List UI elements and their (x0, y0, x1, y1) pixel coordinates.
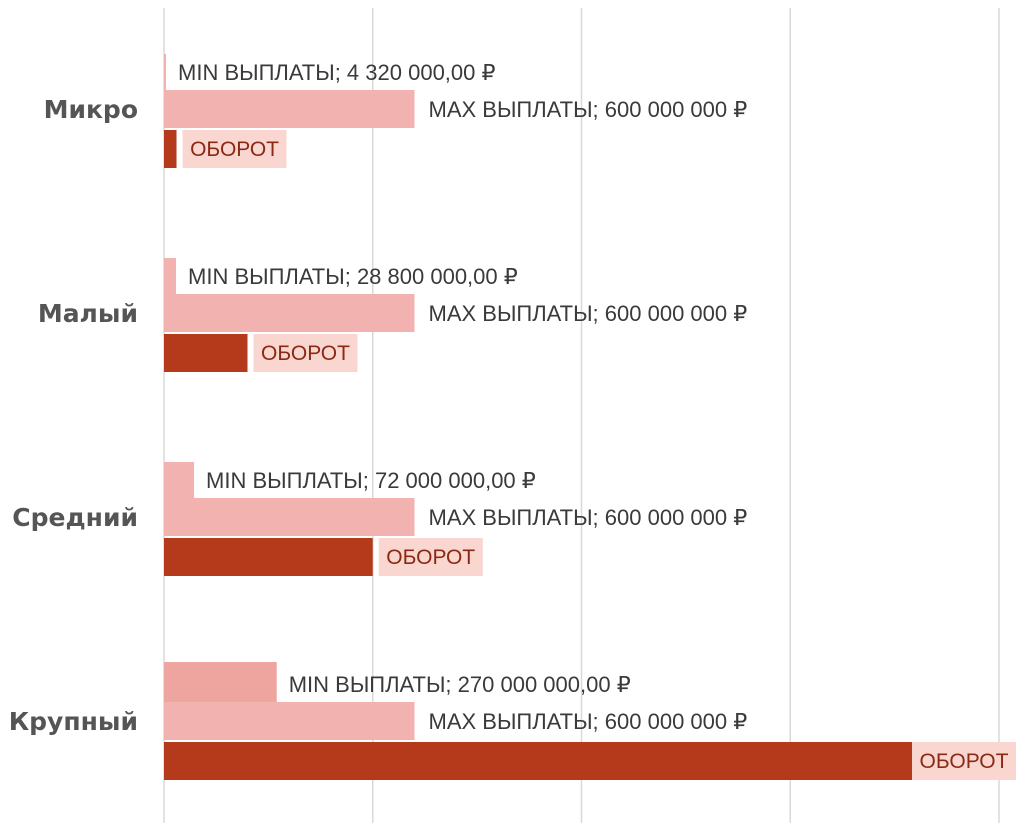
bar-min-3 (164, 662, 277, 702)
labels: Микро MIN ВЫПЛАТЫ; 4 320 000,00 ₽ MAX ВЫПЛ… (9, 60, 1016, 780)
label-min-0: MIN ВЫПЛАТЫ; 4 320 000,00 ₽ (178, 60, 496, 85)
label-min-2: MIN ВЫПЛАТЫ; 72 000 000,00 ₽ (206, 468, 536, 493)
bar-min-0 (164, 54, 166, 92)
label-min-3: MIN ВЫПЛАТЫ; 270 000 000,00 ₽ (289, 672, 631, 697)
label-turnover-0: ОБОРОТ (190, 138, 279, 161)
bar-turnover-3 (164, 742, 949, 780)
turnover-label-bg-0 (182, 130, 287, 168)
bar-turnover-0 (164, 130, 177, 168)
label-turnover-1: ОБОРОТ (261, 342, 350, 365)
bar-turnover-1 (164, 334, 248, 372)
label-max-2: MAX ВЫПЛАТЫ; 600 000 000 ₽ (429, 505, 748, 530)
turnover-label-bg-1 (253, 334, 358, 372)
turnover-label-bg-3 (912, 742, 1016, 780)
label-max-3: MAX ВЫПЛАТЫ; 600 000 000 ₽ (429, 709, 748, 734)
bar-min-2 (164, 462, 195, 500)
turnover-label-bg-2 (378, 538, 483, 576)
label-min-1: MIN ВЫПЛАТЫ; 28 800 000,00 ₽ (188, 264, 518, 289)
label-turnover-2: ОБОРОТ (386, 546, 475, 569)
label-max-1: MAX ВЫПЛАТЫ; 600 000 000 ₽ (429, 301, 748, 326)
bar-min-1 (164, 258, 177, 296)
gridlines (163, 8, 1000, 823)
bars (164, 54, 949, 780)
category-label-0: Микро (44, 95, 138, 124)
bar-max-3 (164, 702, 415, 740)
label-turnover-3: ОБОРОТ (920, 750, 1009, 773)
category-label-3: Крупный (9, 707, 138, 736)
bar-max-1 (164, 294, 415, 332)
bar-turnover-2 (164, 538, 373, 576)
category-label-1: Малый (38, 299, 138, 328)
label-max-0: MAX ВЫПЛАТЫ; 600 000 000 ₽ (429, 97, 748, 122)
category-label-2: Средний (12, 503, 138, 532)
bar-max-0 (164, 90, 415, 128)
bar-max-2 (164, 498, 415, 536)
